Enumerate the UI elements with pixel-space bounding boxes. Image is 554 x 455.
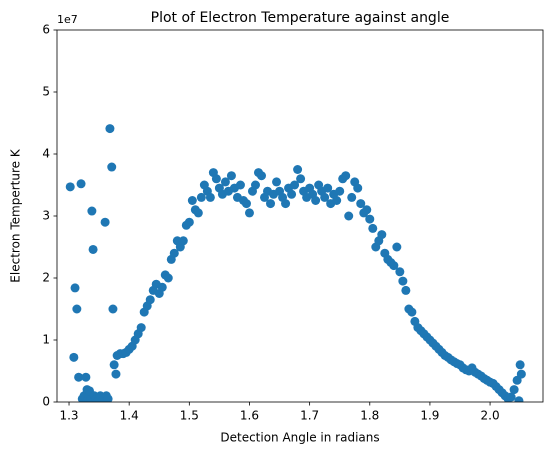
point [401, 285, 411, 295]
point [389, 261, 399, 271]
point [108, 304, 118, 314]
point [72, 304, 82, 314]
axes-frame [56, 29, 544, 403]
point [506, 392, 516, 402]
point [163, 273, 173, 283]
point [111, 369, 121, 379]
point [392, 242, 402, 252]
point [516, 369, 526, 379]
point [178, 236, 188, 246]
point [365, 214, 375, 224]
point [332, 196, 342, 205]
point [296, 174, 306, 184]
point [290, 180, 300, 190]
y-tick-label: 6 [42, 23, 50, 37]
point [398, 276, 408, 286]
x-tick-label: 1.8 [360, 409, 379, 423]
x-tick-label: 1.7 [300, 409, 319, 423]
x-tick-label: 2.0 [481, 409, 500, 423]
point [107, 162, 117, 172]
point [323, 183, 333, 193]
point [70, 283, 80, 293]
x-tick-label: 1.5 [180, 409, 199, 423]
point [193, 208, 203, 218]
point [281, 199, 291, 209]
x-tick-label: 1.3 [59, 409, 78, 423]
point [293, 165, 303, 174]
point [76, 179, 86, 189]
y-tick-label: 2 [42, 271, 50, 285]
y-tick-label: 5 [42, 85, 50, 99]
point [87, 206, 97, 216]
point [515, 360, 525, 370]
point [250, 180, 260, 190]
y-axis-label: Electron Temperture K [9, 148, 23, 283]
point [362, 205, 372, 215]
y-tick-label: 1 [42, 333, 50, 347]
point [100, 217, 110, 227]
point [514, 396, 524, 402]
point [157, 282, 167, 292]
point [335, 186, 345, 196]
x-tick-label: 1.6 [240, 409, 259, 423]
point [235, 180, 245, 190]
point [272, 177, 282, 187]
point [244, 208, 254, 218]
point [257, 171, 267, 181]
chart-title: Plot of Electron Temperature against ang… [151, 10, 450, 26]
x-axis-label: Detection Angle in radians [220, 431, 379, 445]
point [169, 248, 179, 258]
x-tick-label: 1.4 [120, 409, 139, 423]
y-tick-label: 3 [42, 209, 50, 223]
y-tick-label: 4 [42, 147, 50, 161]
point [287, 189, 297, 199]
point [368, 223, 378, 233]
point [196, 192, 206, 202]
point [320, 192, 330, 202]
point [211, 174, 221, 184]
point [69, 352, 79, 362]
point [311, 196, 321, 205]
point [205, 192, 215, 202]
point [356, 199, 366, 209]
point [509, 385, 519, 395]
point [187, 196, 197, 205]
point [266, 199, 276, 209]
point [377, 230, 387, 240]
point [103, 394, 113, 402]
point [241, 199, 251, 209]
point [109, 360, 119, 370]
point [105, 124, 115, 134]
point [136, 323, 146, 333]
y-tick-label: 0 [42, 395, 50, 409]
point [88, 244, 98, 254]
point [341, 171, 351, 181]
point [220, 177, 230, 187]
point [184, 217, 194, 227]
point [347, 192, 357, 202]
point [65, 182, 75, 192]
point [226, 171, 236, 181]
point [81, 372, 91, 382]
point [74, 372, 84, 382]
point [145, 295, 155, 305]
point [353, 183, 363, 193]
point [344, 211, 354, 221]
x-tick-label: 1.9 [420, 409, 439, 423]
point [395, 267, 405, 277]
y-offset-label: 1e7 [57, 13, 78, 26]
point [407, 307, 417, 317]
